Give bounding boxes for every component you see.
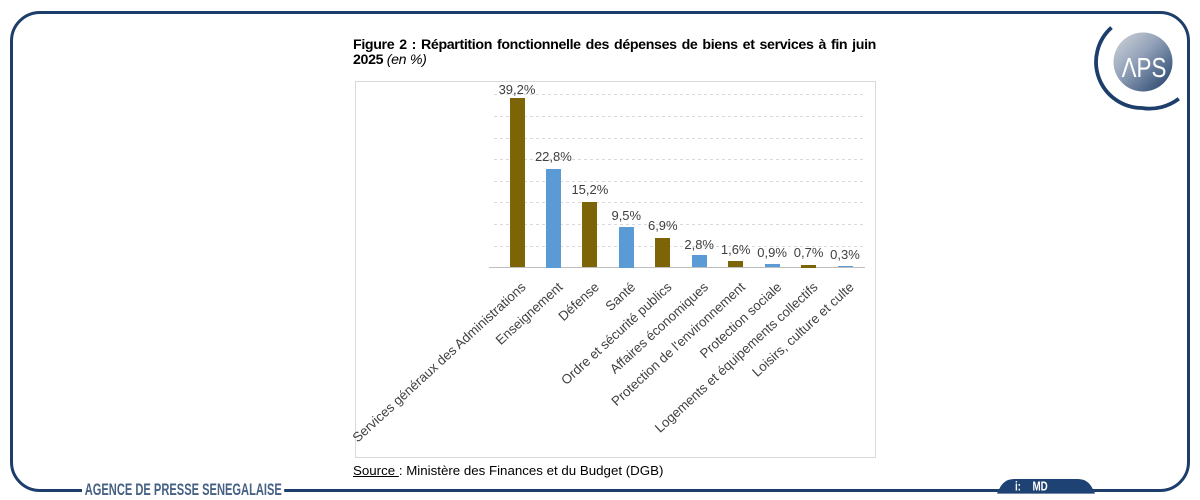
svg-text:MD: MD [1033,480,1048,493]
svg-text:ΛPS: ΛPS [1122,53,1167,84]
svg-text:i:: i: [1015,480,1021,493]
